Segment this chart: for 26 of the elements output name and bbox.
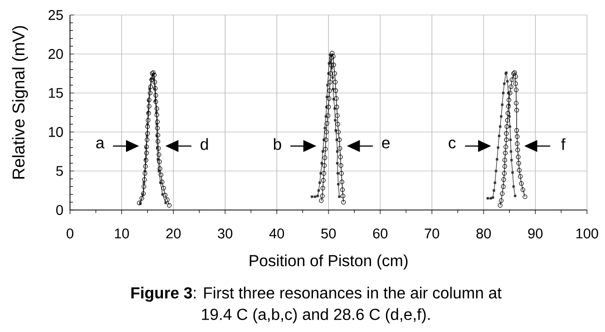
annotation: c <box>448 140 456 148</box>
y-tick-label: 20 <box>48 49 63 59</box>
x-tick-label: 100 <box>576 228 598 238</box>
y-axis-title: Relative Signal (mV) <box>12 26 28 179</box>
y-tick-label: 5 <box>56 166 63 176</box>
annotation: a <box>96 140 104 148</box>
annotation: f <box>561 138 566 150</box>
text: Figure 3: First three resonances in the air column at 19.4 C (a,b,c) and 28.6 C (d,e,f). <box>131 286 502 324</box>
x-tick-label: 50 <box>321 228 336 238</box>
x-tick-label: 10 <box>114 228 129 238</box>
x-axis-title: Position of Piston (cm) <box>250 254 408 270</box>
y-tick-label: 0 <box>56 205 63 215</box>
y-tick-label: 15 <box>48 88 63 98</box>
x-tick-label: 70 <box>424 228 440 238</box>
x-tick-label: 20 <box>166 228 181 238</box>
x-tick-label: 30 <box>218 228 232 238</box>
annotation: d <box>200 138 208 150</box>
y-tick-label: 10 <box>48 127 63 137</box>
x-tick-label: 60 <box>373 228 388 238</box>
x-tick-label: 90 <box>528 228 543 238</box>
y-tick-label: 25 <box>48 10 63 20</box>
annotation: e <box>382 140 390 148</box>
x-tick-label: 80 <box>476 228 491 238</box>
x-tick-label: 0 <box>66 228 74 238</box>
x-tick-label: 40 <box>269 228 284 238</box>
annotation: b <box>274 138 282 150</box>
